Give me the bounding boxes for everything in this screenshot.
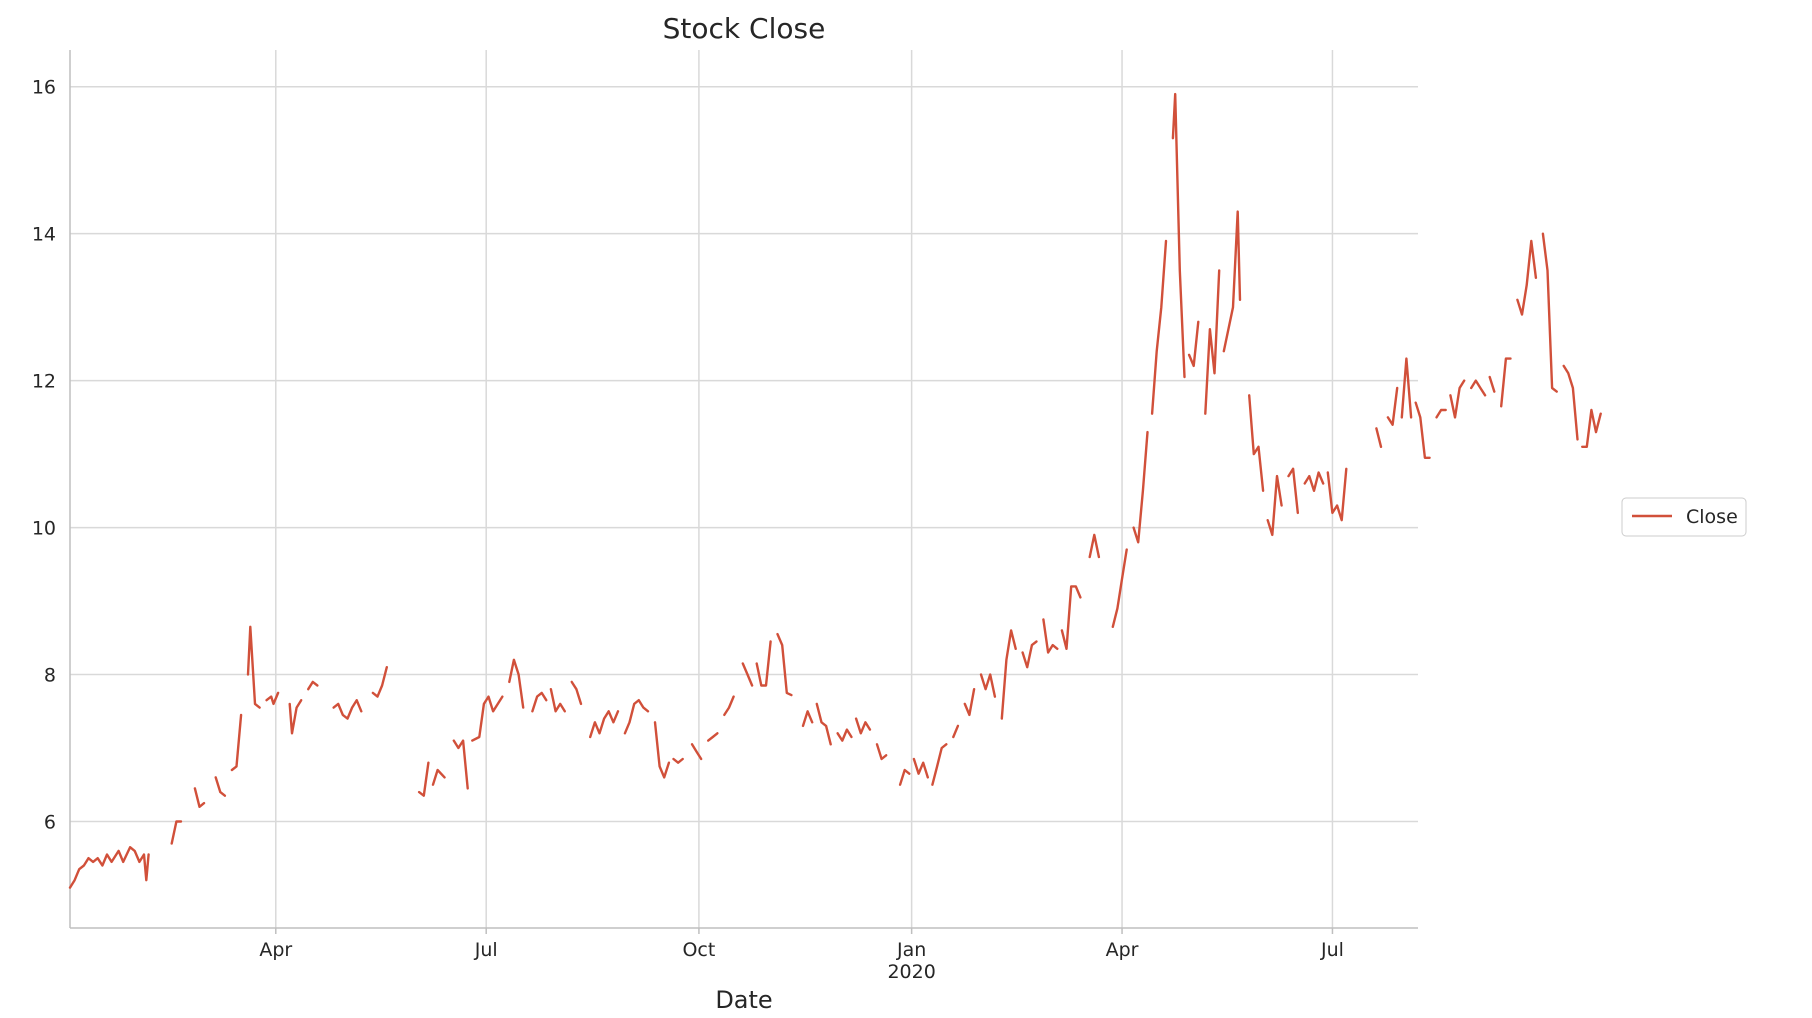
series-close-segment bbox=[570, 680, 583, 706]
series-close-segment bbox=[1499, 357, 1512, 408]
series-close-segment bbox=[417, 761, 430, 797]
grid-lines bbox=[70, 50, 1418, 934]
y-tick-label: 10 bbox=[32, 518, 56, 540]
x-axis-label: Date bbox=[715, 986, 772, 1014]
series-close-segment bbox=[801, 710, 814, 728]
series-close-segment bbox=[431, 768, 446, 786]
series-close-segment bbox=[1516, 239, 1538, 316]
series-close-segment bbox=[1042, 618, 1059, 654]
series-close-segment bbox=[230, 713, 243, 772]
series-close-segment bbox=[1132, 430, 1149, 544]
series-close-segment bbox=[1400, 357, 1413, 419]
series-close-segment bbox=[170, 820, 183, 845]
y-tick-label: 8 bbox=[44, 665, 56, 687]
series-close-segment bbox=[531, 691, 548, 713]
series-close-segment bbox=[836, 728, 853, 742]
series-close-segment bbox=[1171, 92, 1186, 379]
series-close-segment bbox=[214, 776, 227, 797]
series-close-segment bbox=[452, 739, 469, 790]
series-close-segment bbox=[68, 846, 150, 889]
series-close-segment bbox=[1088, 533, 1101, 559]
legend-box bbox=[1621, 497, 1747, 537]
series-close-segment bbox=[1150, 239, 1168, 415]
series-close-segment bbox=[332, 699, 363, 720]
series-close-segment bbox=[1204, 269, 1221, 415]
legend: Close bbox=[1621, 497, 1747, 537]
series-close-segment bbox=[1060, 585, 1082, 650]
y-tick-label: 12 bbox=[32, 371, 56, 393]
series-close-segment bbox=[1287, 467, 1300, 515]
series-close bbox=[68, 92, 1602, 889]
axes bbox=[69, 50, 1418, 929]
series-close-segment bbox=[371, 666, 388, 698]
chart-title: Stock Close bbox=[663, 12, 826, 45]
series-close-segment bbox=[589, 710, 620, 739]
series-close-segment bbox=[265, 691, 280, 706]
series-close-segment bbox=[1449, 379, 1466, 419]
series-close-segment bbox=[1375, 427, 1383, 448]
series-close-segment bbox=[246, 625, 261, 709]
x-tick-label: Jul bbox=[474, 939, 498, 961]
series-close-segment bbox=[815, 702, 832, 746]
series-close-segment bbox=[672, 757, 684, 764]
series-close-segment bbox=[854, 717, 872, 735]
series-close-segment bbox=[193, 787, 206, 808]
series-close-segment bbox=[508, 658, 525, 709]
x-tick-label: Jan bbox=[896, 939, 926, 961]
series-close-segment bbox=[898, 768, 911, 786]
series-close-segment bbox=[707, 732, 719, 742]
series-close-segment bbox=[653, 721, 671, 779]
series-close-segment bbox=[690, 743, 703, 761]
series-close-segment bbox=[755, 640, 772, 687]
x-tick-label: Oct bbox=[682, 939, 715, 961]
y-tick-label: 16 bbox=[32, 77, 56, 99]
series-close-segment bbox=[623, 699, 650, 735]
series-close-segment bbox=[1303, 471, 1325, 492]
series-close-segment bbox=[931, 743, 948, 786]
series-close-segment bbox=[1266, 474, 1283, 537]
series-close-segment bbox=[912, 757, 929, 779]
series-close-segment bbox=[1111, 548, 1128, 628]
x-tick-sublabel: 2020 bbox=[887, 961, 935, 983]
series-close-segment bbox=[1326, 467, 1348, 522]
series-close-segment bbox=[288, 699, 303, 735]
x-tick-label: Apr bbox=[1106, 939, 1139, 961]
series-close-segment bbox=[1187, 320, 1200, 368]
series-close-segment bbox=[1580, 408, 1602, 448]
series-close-segment bbox=[1562, 364, 1579, 441]
series-close-segment bbox=[1435, 408, 1447, 419]
series-close-segment bbox=[1021, 640, 1038, 669]
series-close-segment bbox=[1222, 210, 1242, 353]
series-close-segment bbox=[741, 662, 754, 687]
series-close-segment bbox=[723, 695, 735, 717]
x-tick-label: Apr bbox=[259, 939, 292, 961]
series-close-segment bbox=[1414, 401, 1431, 459]
series-close-segment bbox=[963, 688, 976, 717]
series-close-segment bbox=[1000, 629, 1017, 720]
legend-label-close: Close bbox=[1686, 506, 1738, 528]
series-close-segment bbox=[1469, 379, 1487, 397]
series-close-segment bbox=[979, 673, 997, 698]
series-close-segment bbox=[307, 680, 319, 691]
x-tick-label: Jul bbox=[1320, 939, 1344, 961]
y-tick-label: 6 bbox=[44, 811, 56, 833]
series-close-segment bbox=[1386, 386, 1399, 426]
series-close-segment bbox=[776, 632, 793, 697]
y-tick-labels: 6 8 10 12 14 16 bbox=[32, 77, 56, 834]
series-close-segment bbox=[1247, 394, 1265, 492]
series-close-segment bbox=[549, 688, 566, 713]
y-tick-label: 14 bbox=[32, 224, 56, 246]
series-close-segment bbox=[1488, 375, 1496, 393]
series-close-segment bbox=[875, 743, 888, 761]
series-close-segment bbox=[952, 724, 960, 739]
series-close-segment bbox=[1541, 232, 1558, 393]
series-close-segment bbox=[471, 695, 504, 742]
